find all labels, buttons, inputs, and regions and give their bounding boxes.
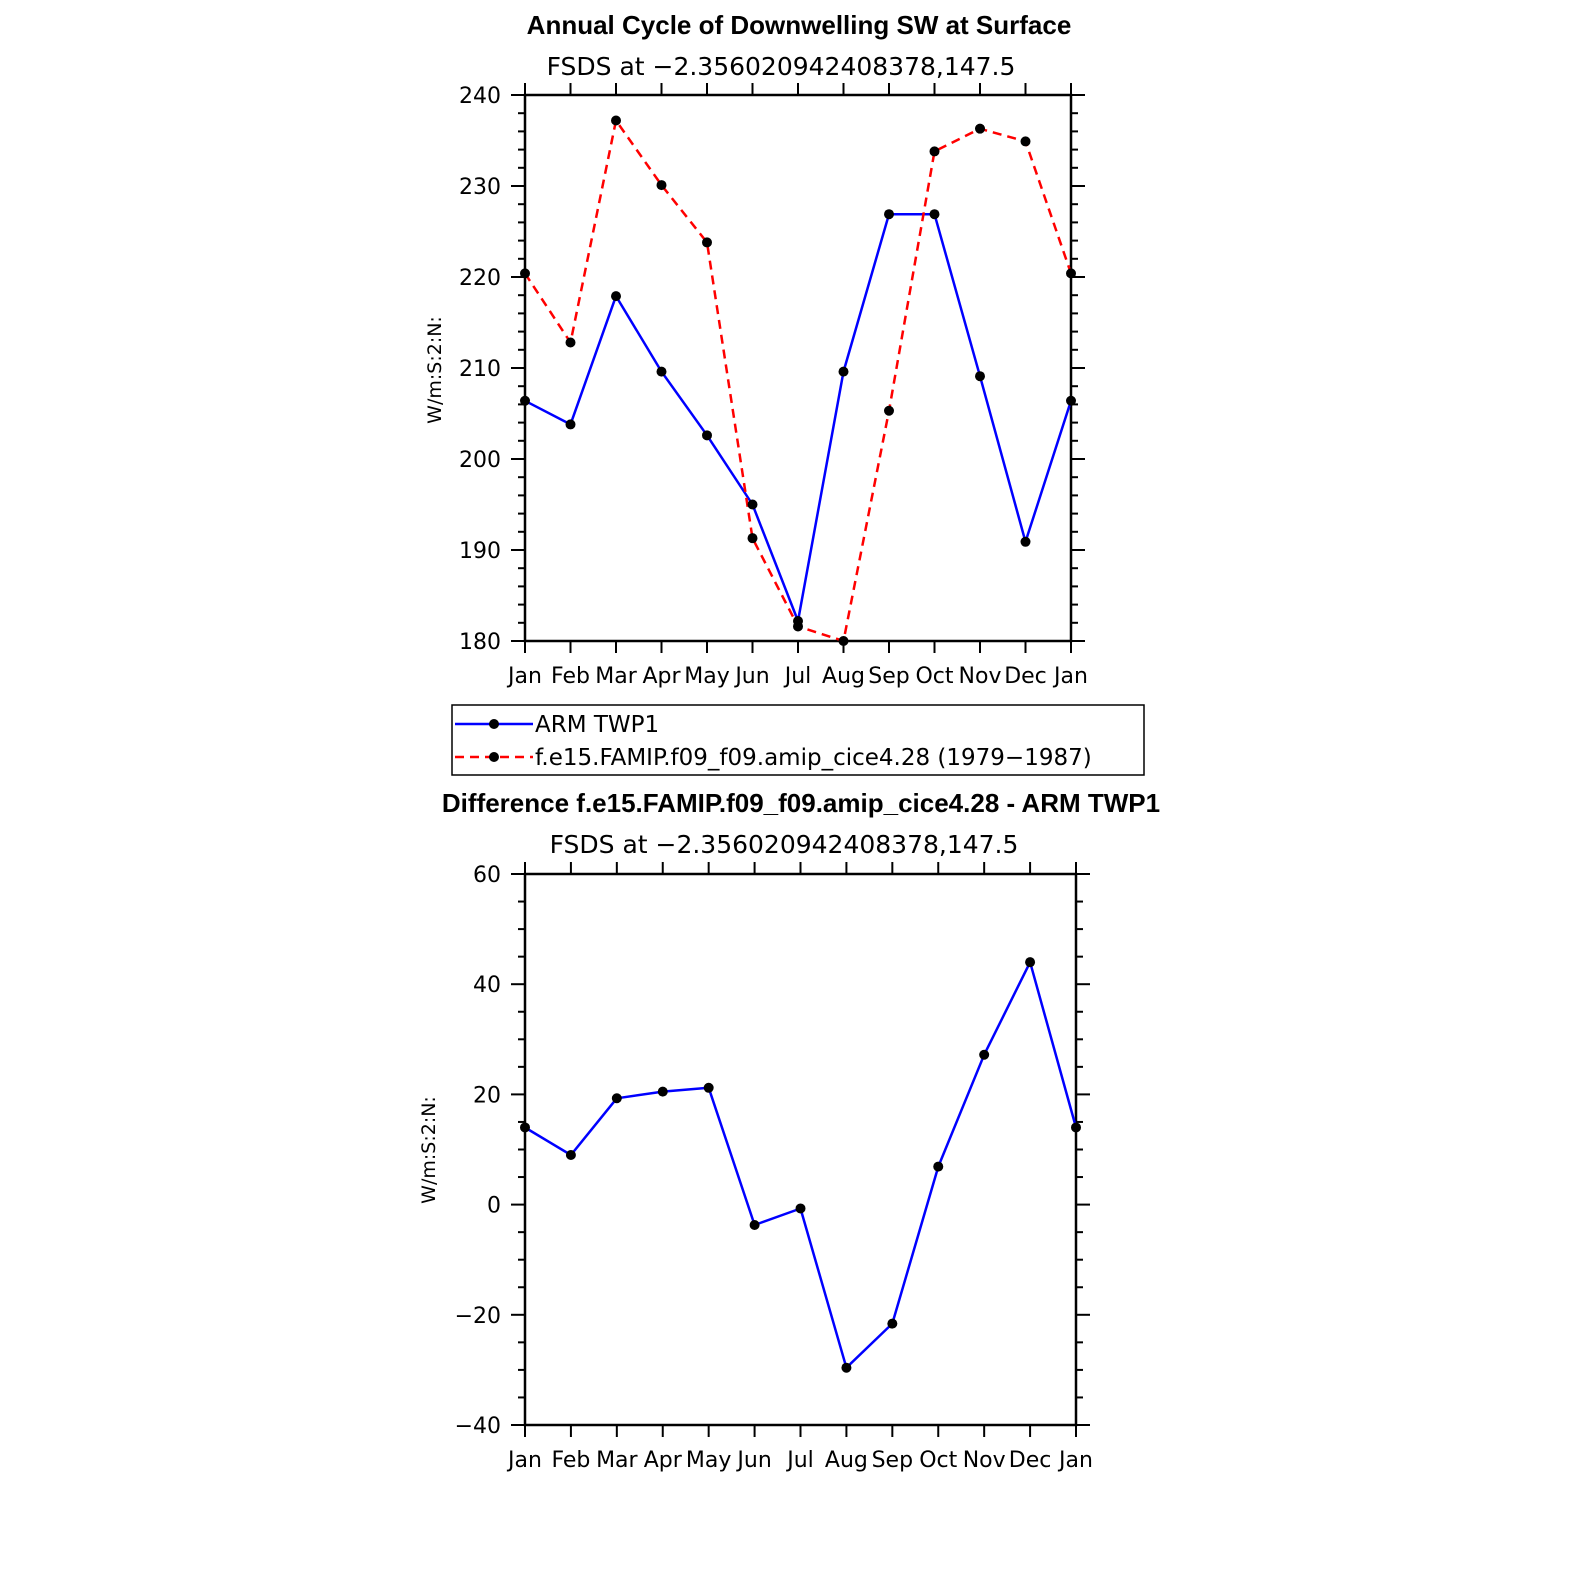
top-series-1-line [523, 119, 1073, 643]
top-series-1-point [1066, 268, 1076, 279]
bottom-series-0-point [1025, 957, 1036, 968]
top-x-tick-label: Feb [551, 664, 590, 689]
legend-entry-arm: ARM TWP1 [455, 712, 659, 738]
bottom-series-0-point [703, 1082, 714, 1093]
top-series-1-point [747, 533, 758, 544]
top-series-0-point [929, 209, 940, 220]
top-x-tick-label: Aug [822, 664, 865, 689]
bottom-x-tick-label: Jun [735, 1448, 771, 1473]
bottom-y-tick-label: 60 [473, 863, 501, 888]
bottom-x-tick-label: Oct [919, 1448, 957, 1473]
top-series-0-line [524, 212, 1073, 623]
top-series-0-point [656, 366, 667, 377]
legend-label-model: f.e15.FAMIP.f09_f09.amip_cice4.28 (1979−… [535, 745, 1092, 771]
bottom-series-0-point [933, 1161, 944, 1172]
legend: ARM TWP1 f.e15.FAMIP.f09_f09.amip_cice4.… [451, 704, 1145, 776]
top-series-1-point [929, 146, 940, 157]
bottom-x-tick-label: Jan [1057, 1448, 1093, 1473]
top-x-tick-label: Jan [506, 664, 542, 689]
top-x-tick-label: Oct [915, 664, 953, 689]
top-series-0-point [702, 430, 712, 441]
bottom-frame [523, 872, 1078, 1427]
top-y-tick-label: 240 [459, 84, 501, 109]
top-chart-title: Annual Cycle of Downwelling SW at Surfac… [527, 10, 1072, 40]
bottom-x-tick-label: May [686, 1448, 731, 1473]
top-series-0-point [520, 395, 530, 406]
top-series-1-point [793, 621, 803, 632]
top-chart-subtitle: FSDS at −2.356020942408378,147.5 [547, 52, 1016, 81]
top-y-tick-label: 220 [459, 266, 501, 291]
legend-box [451, 704, 1145, 776]
top-x-tick-label: Jun [733, 664, 769, 689]
bottom-x-tick-label: Nov [963, 1448, 1006, 1473]
bottom-x-tick-label: Dec [1009, 1448, 1052, 1473]
bottom-y-tick-label: 40 [473, 973, 501, 998]
top-x-tick-label: Apr [642, 664, 681, 689]
top-x-tick-label: Jan [1052, 664, 1088, 689]
bottom-series-0-point [520, 1122, 530, 1133]
bottom-series-0-point [841, 1362, 852, 1373]
bottom-y-tick-label: −40 [455, 1414, 501, 1439]
bottom-chart-subtitle: FSDS at −2.356020942408378,147.5 [550, 830, 1019, 859]
bottom-y-axis-label: W/m:S:2:N: [418, 1096, 440, 1204]
top-y-axis-label: W/m:S:2:N: [424, 316, 446, 424]
top-x-tick-label: Sep [868, 664, 909, 689]
top-y-tick-label: 180 [459, 630, 501, 655]
bottom-x-tick-label: Apr [644, 1448, 683, 1473]
top-series-0-point [611, 291, 621, 302]
top-x-tick-label: Jul [783, 664, 812, 689]
bottom-series-0-point [795, 1203, 806, 1214]
bottom-y-tick-label: 20 [473, 1083, 501, 1108]
top-x-tick-label: Dec [1004, 664, 1047, 689]
bottom-x-tick-label: Sep [872, 1448, 913, 1473]
top-series-0-point [1066, 395, 1076, 406]
bottom-series-0-point [611, 1093, 622, 1104]
top-y-tick-label: 230 [459, 175, 501, 200]
legend-label-arm: ARM TWP1 [535, 712, 659, 738]
bottom-series-0-line [524, 960, 1078, 1369]
top-y-tick-label: 200 [459, 448, 501, 473]
top-series-0-point [975, 371, 985, 382]
top-series-0-point [1020, 536, 1031, 547]
legend-entry-model: f.e15.FAMIP.f09_f09.amip_cice4.28 (1979−… [455, 745, 1092, 771]
top-x-tick-label: Nov [959, 664, 1002, 689]
legend-marker-model [489, 752, 499, 762]
bottom-series-0-point [749, 1219, 760, 1230]
bottom-y-tick-label: −20 [455, 1304, 501, 1329]
top-series-1-point [1020, 136, 1031, 147]
top-series-1-point [520, 268, 530, 279]
bottom-series-0-point [887, 1318, 898, 1329]
top-series-0-point [884, 209, 894, 220]
top-series-1-point [656, 180, 667, 191]
top-series-0-point [838, 366, 849, 377]
bottom-x-tick-label: Mar [596, 1448, 638, 1473]
top-series-0-point [565, 419, 576, 430]
bottom-series-0-point [657, 1086, 668, 1097]
bottom-series-0-point [1071, 1122, 1081, 1133]
top-series-1-point [975, 123, 985, 134]
bottom-x-tick-label: Feb [551, 1448, 590, 1473]
top-frame [523, 93, 1073, 643]
top-y-tick-label: 210 [459, 357, 501, 382]
top-x-tick-label: May [684, 664, 729, 689]
bottom-x-tick-label: Aug [825, 1448, 868, 1473]
top-series-1-point [884, 405, 894, 416]
bottom-series-0-point [979, 1049, 990, 1060]
top-y-tick-label: 190 [459, 539, 501, 564]
top-series-0-point [747, 499, 758, 510]
bottom-y-tick-label: 0 [487, 1194, 501, 1219]
bottom-x-tick-label: Jul [785, 1448, 814, 1473]
top-series-1-point [702, 237, 712, 248]
top-series-1-point [565, 337, 576, 348]
bottom-series-0-point [565, 1150, 576, 1161]
legend-marker-arm [489, 719, 499, 729]
bottom-chart-title: Difference f.e15.FAMIP.f09_f09.amip_cice… [442, 788, 1160, 818]
top-series-1-point [838, 636, 849, 646]
top-x-tick-label: Mar [595, 664, 637, 689]
top-series-1-point [611, 115, 621, 126]
bottom-x-tick-label: Jan [506, 1448, 542, 1473]
